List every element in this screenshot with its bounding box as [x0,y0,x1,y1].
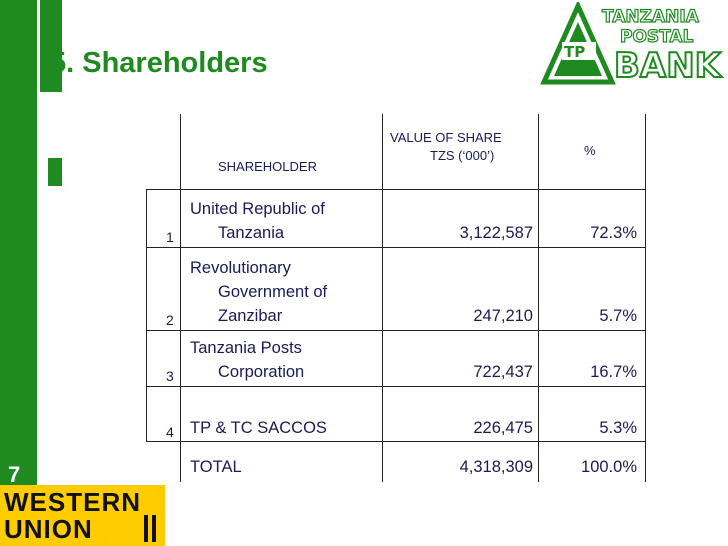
shareholder-name-line: Government of [218,283,328,301]
table-hline [146,386,646,387]
row-number: 2 [166,312,174,328]
table-hline [146,189,180,190]
table-vline [382,114,383,482]
total-percent: 100.0% [581,458,637,476]
tanzania-postal-bank-logo: TP TANZANIA POSTAL BANK [540,0,726,87]
total-value: 4,318,309 [459,458,533,476]
share-value: 226,475 [473,419,533,437]
share-percent: 5.3% [599,419,637,437]
western-union-line1: WESTERN [4,487,141,517]
row-number: 4 [166,424,174,440]
shareholder-name-line: TP & TC SACCOS [190,419,327,437]
page-number: 7 [8,462,21,487]
table-hline [146,247,646,248]
table-vline [180,114,181,482]
row-number: 3 [166,368,174,384]
svg-text:BANK: BANK [614,46,723,86]
table-vline [538,114,539,482]
green-band-tab [48,158,62,186]
western-union-bars-icon [142,515,162,542]
shareholders-table [146,114,646,482]
svg-text:TANZANIA: TANZANIA [602,7,700,27]
table-vline [645,114,646,482]
left-green-band [0,0,37,546]
band-gap [37,158,48,186]
header-value-line2: TZS (‘000’) [430,148,495,163]
table-hline [180,189,646,190]
shareholder-name-line: Tanzania Posts [190,339,302,357]
table-vline [146,189,147,441]
table-hline [146,441,646,442]
shareholder-name-line: Tanzania [218,224,285,242]
share-percent: 16.7% [590,363,637,381]
table-hline [146,330,646,331]
header-percent: % [584,143,596,158]
share-percent: 5.7% [599,307,637,325]
svg-text:TP: TP [564,43,585,61]
western-union-logo: WESTERN UNION [0,485,165,546]
shareholder-name-line: Corporation [218,363,305,381]
shareholder-name-line: Revolutionary [190,259,291,277]
shareholder-name-line: United Republic of [190,200,325,218]
header-value-line1: VALUE OF SHARE [390,130,502,145]
shareholder-name-line: Zanzibar [218,307,283,325]
band-divider [37,0,40,92]
header-shareholder: SHAREHOLDER [218,159,317,174]
row-number: 1 [166,229,174,245]
share-value: 247,210 [473,307,533,325]
share-percent: 72.3% [590,224,637,242]
western-union-line2: UNION [4,514,93,544]
svg-text:POSTAL: POSTAL [620,27,694,47]
total-label: TOTAL [190,458,242,476]
slide-title: 5. Shareholders [50,47,268,79]
share-value: 722,437 [473,363,533,381]
share-value: 3,122,587 [459,224,533,242]
top-green-band-notch [37,0,62,92]
